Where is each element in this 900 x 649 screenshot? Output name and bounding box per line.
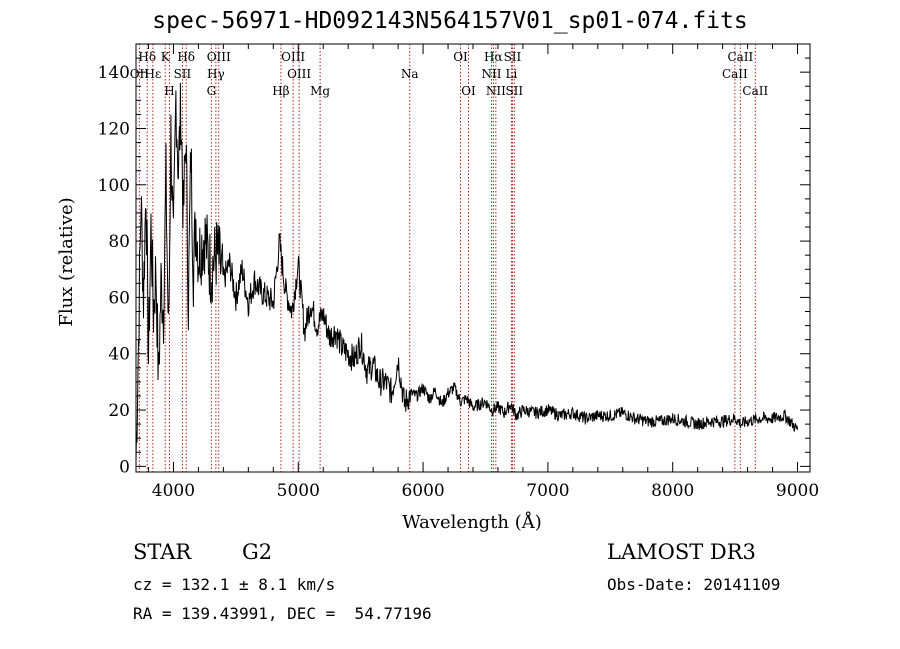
spectrum-line: [135, 82, 798, 462]
line-label: OI: [461, 84, 476, 98]
y-tick-label: 20: [108, 401, 130, 421]
line-label: Hδ: [138, 50, 156, 64]
line-label: Na: [401, 67, 419, 81]
line-label: G: [207, 84, 217, 98]
line-label: CaII: [722, 67, 748, 81]
x-tick-label: 6000: [401, 481, 444, 501]
y-tick-label: 0: [119, 457, 130, 477]
line-label: Hδ: [177, 50, 195, 64]
cz-text: cz = 132.1 ± 8.1 km/s: [133, 575, 336, 594]
line-label: Hε: [145, 67, 162, 81]
line-label: Hα: [484, 50, 503, 64]
y-tick-label: 120: [98, 119, 130, 139]
line-label: OI: [453, 50, 468, 64]
line-label: NII: [486, 84, 506, 98]
line-label: NII: [481, 67, 501, 81]
y-axis-label: Flux (relative): [56, 197, 77, 326]
line-label: OIII: [287, 67, 311, 81]
line-label: CaII: [727, 50, 753, 64]
axis-ticks: 4000 5000 6000 7000 8000 9000 0 20 40 60 80 100 120 1…: [98, 44, 819, 501]
line-label: SII: [174, 67, 192, 81]
y-tick-label: 100: [98, 176, 130, 196]
line-label: OIII: [207, 50, 231, 64]
line-label: Mg: [310, 84, 330, 98]
y-tick-label: 60: [108, 288, 130, 308]
survey-label: LAMOST DR3: [607, 540, 756, 564]
line-label: Hγ: [207, 67, 225, 81]
line-label: Li: [506, 67, 518, 81]
line-label: K: [161, 50, 171, 64]
y-tick-label: 80: [108, 232, 130, 252]
x-tick-label: 7000: [526, 481, 569, 501]
line-label: OII: [130, 67, 150, 81]
y-tick-label: 140: [98, 63, 130, 83]
x-tick-label: 9000: [776, 481, 819, 501]
x-tick-label: 4000: [152, 481, 195, 501]
obs-date-text: Obs-Date: 20141109: [607, 575, 781, 594]
x-axis-label: Wavelength (Å): [402, 511, 542, 533]
line-label: SII: [504, 50, 522, 64]
line-label: H: [164, 84, 174, 98]
x-tick-label: 8000: [651, 481, 694, 501]
subclass-label: G2: [242, 540, 273, 564]
chart-title: spec-56971-HD092143N564157V01_sp01-074.f…: [152, 8, 748, 34]
line-label: Hβ: [272, 84, 289, 98]
spectral-line-markers: [138, 44, 756, 472]
radec-text: RA = 139.43991, DEC = 54.77196: [133, 604, 432, 623]
line-label: CaII: [742, 84, 768, 98]
line-label: SII: [505, 84, 523, 98]
x-tick-label: 5000: [277, 481, 320, 501]
line-label: OIII: [281, 50, 305, 64]
class-label: STAR: [133, 540, 192, 564]
y-tick-label: 40: [108, 345, 130, 365]
spectrum-series: [135, 82, 798, 462]
